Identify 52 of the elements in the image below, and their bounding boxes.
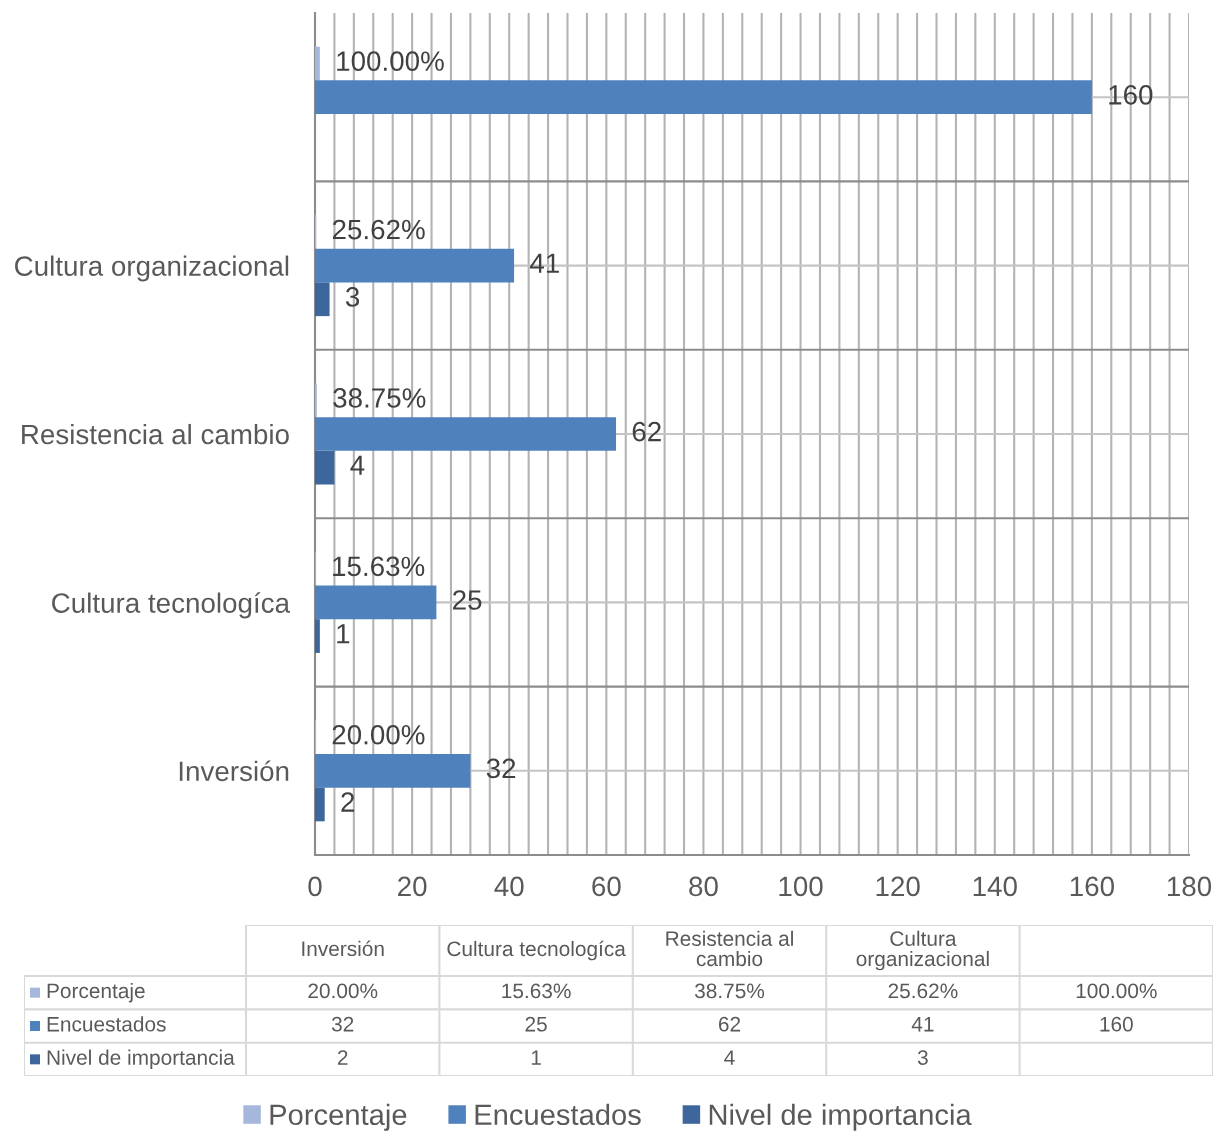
x-tick-label: 160 <box>1070 876 1114 897</box>
category-label: Cultura tecnologíca <box>447 940 626 961</box>
text: 4 <box>724 1050 735 1065</box>
x-tick-label: 120 <box>876 876 920 897</box>
data-label: 160 <box>1109 84 1153 105</box>
data-label: 62 <box>632 421 661 442</box>
text: 2 <box>337 1050 348 1065</box>
text: 25 <box>525 1016 547 1032</box>
y-tick-label: Cultura organizacional <box>15 255 289 282</box>
text: 100.00% <box>1076 983 1157 999</box>
x-tick-label: 60 <box>592 876 621 897</box>
data-label: 25 <box>453 590 482 610</box>
text: 3 <box>917 1050 928 1065</box>
category-label: Inversión <box>302 940 384 957</box>
data-label: 4 <box>350 455 365 475</box>
x-tick-label: 180 <box>1167 876 1212 897</box>
data-label: 41 <box>529 253 559 273</box>
text: 32 <box>331 1016 354 1032</box>
legend-label: Porcentaje <box>47 982 145 1003</box>
text: 62 <box>718 1016 741 1032</box>
data-label: 1 <box>337 624 350 644</box>
y-tick-label: Resistencia al cambio <box>22 423 289 445</box>
legend-label: Nivel de importancia <box>47 1049 235 1070</box>
data-label: 3 <box>345 287 360 307</box>
text: 41 <box>911 1017 934 1032</box>
text: Porcentaje <box>270 1103 407 1131</box>
category-label: Cultura organizacional <box>856 930 989 971</box>
x-tick-label: 140 <box>973 876 1017 897</box>
text: Nivel de importancia <box>709 1103 972 1131</box>
text: 20.00% <box>308 983 378 999</box>
data-label: 25.62% <box>332 219 425 240</box>
text: Encuestados <box>475 1103 641 1126</box>
text: 15.63% <box>502 983 571 999</box>
data-label: 15.63% <box>333 556 425 577</box>
data-label: 38.75% <box>333 388 426 408</box>
text: 38.75% <box>694 983 765 999</box>
x-tick-label: 0 <box>308 876 322 897</box>
x-tick-label: 20 <box>398 876 427 897</box>
legend-label: Encuestados <box>47 1016 166 1032</box>
category-label: Resistencia al cambio <box>666 930 793 967</box>
text: 25.62% <box>888 983 958 999</box>
data-label: 2 <box>341 792 355 812</box>
text: 1 <box>531 1050 541 1065</box>
y-tick-label: Cultura tecnologíca <box>52 592 291 619</box>
data-label: 20.00% <box>332 724 425 745</box>
x-tick-label: 100 <box>779 876 823 897</box>
y-tick-label: Inversión <box>179 760 289 782</box>
data-label: 32 <box>486 758 516 779</box>
x-tick-label: 40 <box>494 876 524 897</box>
text: 160 <box>1100 1016 1133 1032</box>
x-tick-label: 80 <box>689 876 718 897</box>
data-label: 100.00% <box>337 51 444 71</box>
